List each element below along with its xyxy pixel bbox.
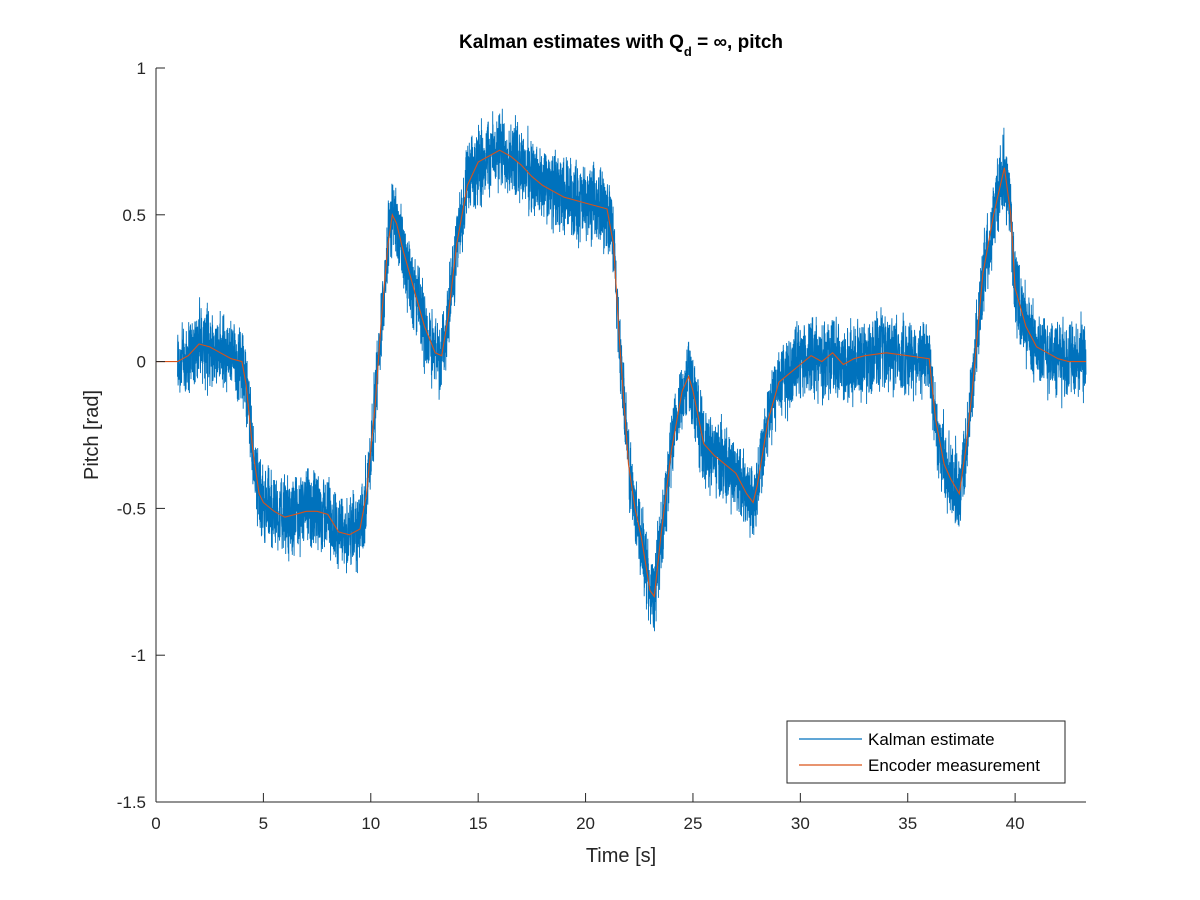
x-tick-label: 20: [576, 814, 595, 833]
series-layer: [156, 108, 1087, 632]
x-tick-label: 25: [683, 814, 702, 833]
x-tick-label: 0: [151, 814, 160, 833]
series-line-encoder-measurement: [156, 149, 1086, 598]
plot-area: [156, 68, 1086, 802]
x-tick-label: 5: [259, 814, 268, 833]
x-tick-label: 40: [1006, 814, 1025, 833]
x-tick-label: 30: [791, 814, 810, 833]
chart-title: Kalman estimates with Qd = ∞, pitch: [459, 32, 783, 59]
legend-label-kalman: Kalman estimate: [868, 730, 995, 749]
x-tick-label: 35: [898, 814, 917, 833]
y-ticks: -1.5 -1 -0.5 0 0.5 1: [117, 59, 165, 812]
legend: Kalman estimate Encoder measurement: [786, 720, 1066, 784]
x-tick-label: 10: [361, 814, 380, 833]
y-axis-label: Pitch [rad]: [81, 390, 103, 480]
x-ticks: 0 5 10 15 20 25 30 35 40: [151, 793, 1025, 833]
y-tick-label: 0.5: [122, 206, 146, 225]
x-axis-label: Time [s]: [586, 845, 656, 867]
chart-title-prefix: Kalman estimates with Q: [459, 32, 684, 53]
legend-label-encoder: Encoder measurement: [868, 756, 1040, 775]
chart-title-suffix: = ∞, pitch: [692, 32, 783, 53]
y-tick-label: -0.5: [117, 499, 146, 518]
y-tick-label: -1: [131, 646, 146, 665]
y-tick-label: -1.5: [117, 793, 146, 812]
legend-box: [786, 720, 1066, 784]
x-tick-label: 15: [469, 814, 488, 833]
y-tick-label: 0: [137, 353, 146, 372]
chart-title-subscript: d: [684, 44, 692, 59]
y-tick-label: 1: [137, 59, 146, 78]
